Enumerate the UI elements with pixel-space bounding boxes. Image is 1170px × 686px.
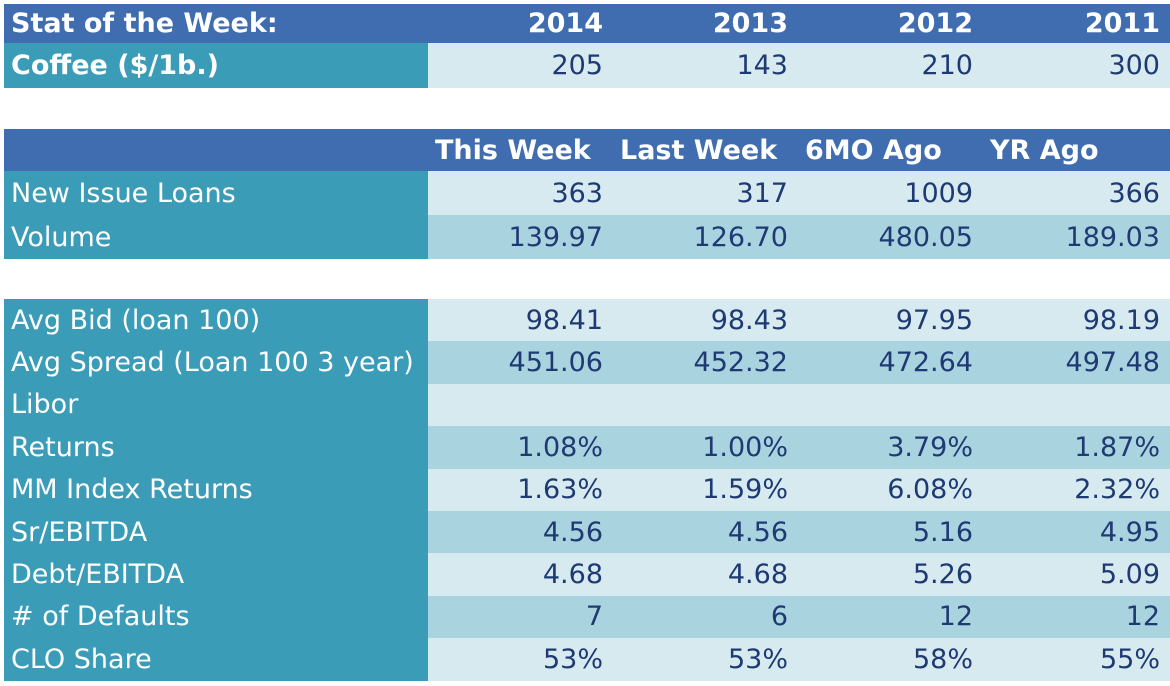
table-row: Libor <box>4 383 1170 427</box>
table-cell: 1.59% <box>613 468 798 511</box>
loan-table-header-6mo-ago: 6MO Ago <box>798 129 983 171</box>
table-cell: 5.16 <box>798 510 983 554</box>
loan-table-header-row: This Week Last Week 6MO Ago YR Ago <box>4 129 1170 171</box>
table-cell <box>613 383 798 427</box>
row-label: MM Index Returns <box>4 468 428 511</box>
table-cell: 4.95 <box>983 510 1170 554</box>
table-cell: 205 <box>428 43 613 88</box>
table-cell: 451.06 <box>428 341 613 384</box>
stat-table-header-row: Stat of the Week: 2014 2013 2012 2011 <box>4 4 1170 43</box>
table-cell: 98.41 <box>428 299 613 342</box>
row-label: Libor <box>4 383 428 427</box>
loan-table: This Week Last Week 6MO Ago YR Ago New I… <box>4 129 1170 259</box>
table-cell: 497.48 <box>983 341 1170 384</box>
table-row: New Issue Loans 363 317 1009 366 <box>4 171 1170 215</box>
row-label: Volume <box>4 215 428 259</box>
row-label: Debt/EBITDA <box>4 553 428 596</box>
row-label: CLO Share <box>4 638 428 681</box>
table-cell <box>428 383 613 427</box>
table-cell: 210 <box>798 43 983 88</box>
table-cell: 139.97 <box>428 215 613 259</box>
table-cell <box>798 383 983 427</box>
table-row: MM Index Returns 1.63% 1.59% 6.08% 2.32% <box>4 468 1170 511</box>
table-cell: 480.05 <box>798 215 983 259</box>
table-row: Avg Bid (loan 100) 98.41 98.43 97.95 98.… <box>4 299 1170 342</box>
row-label: New Issue Loans <box>4 171 428 215</box>
stat-table-header-2014: 2014 <box>428 4 613 43</box>
stat-table-title: Stat of the Week: <box>4 4 428 43</box>
table-cell: 126.70 <box>613 215 798 259</box>
table-cell: 5.26 <box>798 553 983 596</box>
table-cell: 1.00% <box>613 426 798 469</box>
table-cell: 12 <box>798 595 983 639</box>
table-row: Avg Spread (Loan 100 3 year) 451.06 452.… <box>4 341 1170 384</box>
table-cell: 58% <box>798 638 983 681</box>
table-cell: 189.03 <box>983 215 1170 259</box>
table-row: Debt/EBITDA 4.68 4.68 5.26 5.09 <box>4 553 1170 596</box>
table-cell: 3.79% <box>798 426 983 469</box>
table-cell: 143 <box>613 43 798 88</box>
row-label: Avg Bid (loan 100) <box>4 299 428 342</box>
loan-table-header-last-week: Last Week <box>613 129 798 171</box>
stat-of-week-table: Stat of the Week: 2014 2013 2012 2011 Co… <box>4 4 1170 88</box>
table-row: CLO Share 53% 53% 58% 55% <box>4 638 1170 681</box>
table-cell: 97.95 <box>798 299 983 342</box>
table-cell: 366 <box>983 171 1170 215</box>
stat-table-header-2012: 2012 <box>798 4 983 43</box>
table-cell: 98.19 <box>983 299 1170 342</box>
table-cell: 4.56 <box>613 510 798 554</box>
table-cell: 472.64 <box>798 341 983 384</box>
metrics-table: Avg Bid (loan 100) 98.41 98.43 97.95 98.… <box>4 299 1170 681</box>
table-row: Sr/EBITDA 4.56 4.56 5.16 4.95 <box>4 510 1170 554</box>
table-cell: 4.68 <box>428 553 613 596</box>
table-cell: 55% <box>983 638 1170 681</box>
table-cell: 300 <box>983 43 1170 88</box>
table-cell: 53% <box>613 638 798 681</box>
table-cell: 7 <box>428 595 613 639</box>
table-cell: 12 <box>983 595 1170 639</box>
table-cell: 6.08% <box>798 468 983 511</box>
table-cell: 4.68 <box>613 553 798 596</box>
table-cell: 98.43 <box>613 299 798 342</box>
table-row: # of Defaults 7 6 12 12 <box>4 595 1170 639</box>
table-row: Coffee ($/1b.) 205 143 210 300 <box>4 43 1170 88</box>
row-label: Coffee ($/1b.) <box>4 43 428 88</box>
table-row: Volume 139.97 126.70 480.05 189.03 <box>4 215 1170 259</box>
row-label: Returns <box>4 426 428 469</box>
table-row: Returns 1.08% 1.00% 3.79% 1.87% <box>4 426 1170 469</box>
table-cell: 53% <box>428 638 613 681</box>
row-label: # of Defaults <box>4 595 428 639</box>
table-cell: 6 <box>613 595 798 639</box>
stat-table-header-2011: 2011 <box>983 4 1170 43</box>
table-cell: 5.09 <box>983 553 1170 596</box>
table-cell <box>983 383 1170 427</box>
table-cell: 1009 <box>798 171 983 215</box>
table-cell: 1.87% <box>983 426 1170 469</box>
table-cell: 317 <box>613 171 798 215</box>
table-cell: 4.56 <box>428 510 613 554</box>
table-cell: 363 <box>428 171 613 215</box>
loan-table-header-blank <box>4 129 428 171</box>
table-cell: 2.32% <box>983 468 1170 511</box>
loan-table-header-this-week: This Week <box>428 129 613 171</box>
table-cell: 1.63% <box>428 468 613 511</box>
row-label: Avg Spread (Loan 100 3 year) <box>4 341 428 384</box>
stat-table-header-2013: 2013 <box>613 4 798 43</box>
loan-table-header-yr-ago: YR Ago <box>983 129 1170 171</box>
row-label: Sr/EBITDA <box>4 510 428 554</box>
table-cell: 452.32 <box>613 341 798 384</box>
table-cell: 1.08% <box>428 426 613 469</box>
